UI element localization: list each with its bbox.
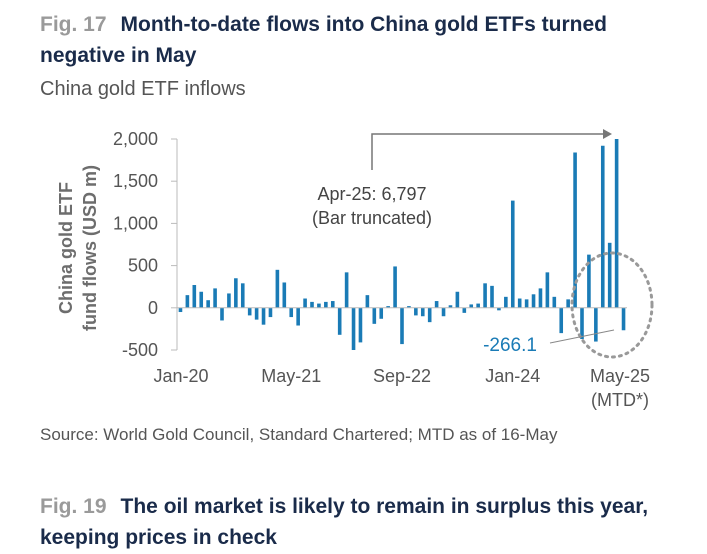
bar (517, 298, 522, 308)
bar (386, 306, 390, 308)
bar (372, 307, 377, 324)
bar (227, 293, 231, 308)
mtd-callout-leader (549, 329, 615, 344)
bar (282, 282, 287, 308)
bar (379, 307, 384, 319)
mtd-highlight-circle (570, 251, 654, 359)
bar (566, 299, 570, 308)
bar (587, 254, 591, 308)
bar (206, 300, 210, 308)
x-tick-label: May-21 (261, 366, 321, 386)
bar (414, 307, 418, 316)
y-tick-label: 2,000 (113, 129, 158, 149)
y-axis-title-line1: China gold ETF (56, 182, 76, 314)
bar (510, 200, 515, 308)
bar (234, 278, 238, 308)
bar (462, 307, 467, 313)
y-axis-title-line2: fund flows (USD m) (80, 165, 100, 331)
y-tick-label: 500 (128, 256, 158, 276)
bar (441, 307, 446, 317)
bar (358, 307, 363, 343)
bar (310, 301, 314, 308)
x-tick-label: Jan-24 (485, 366, 540, 386)
bar (497, 307, 501, 311)
bar (317, 303, 321, 308)
bar (393, 266, 397, 308)
bar (448, 305, 453, 308)
bar (483, 283, 487, 308)
bar (476, 303, 480, 308)
source-note: Source: World Gold Council, Standard Cha… (40, 425, 558, 444)
bar (552, 296, 557, 308)
x-tick-sublabel: (MTD*) (591, 390, 649, 410)
bar (427, 307, 432, 323)
y-tick-label: 1,000 (113, 213, 158, 233)
bar (600, 145, 605, 308)
bar (573, 152, 577, 308)
bar (268, 307, 273, 318)
bar (337, 307, 342, 335)
bar (365, 295, 370, 308)
bar (289, 307, 294, 318)
annotation-apr25-line1: Apr-25: 6,797 (317, 184, 426, 204)
bar (580, 307, 584, 340)
bar (351, 307, 356, 350)
bar (344, 272, 349, 308)
next-figure-number: Fig. 19 (40, 495, 107, 518)
bar (400, 307, 404, 345)
annotation-apr25-line2: (Bar truncated) (312, 208, 432, 228)
bar (545, 272, 550, 308)
bar (434, 301, 439, 308)
bar (178, 307, 183, 313)
x-tick-label: Jan-20 (153, 366, 208, 386)
next-figure-title: The oil market is likely to remain in su… (40, 495, 649, 549)
bar (185, 295, 190, 308)
bar (240, 283, 245, 308)
bar (261, 307, 266, 325)
bar (490, 285, 494, 308)
bar (192, 285, 197, 308)
y-tick-label: 0 (148, 298, 158, 318)
bar (524, 299, 529, 308)
bars-group (178, 139, 626, 350)
next-figure-title-block: Fig. 19 The oil market is likely to remai… (40, 492, 700, 554)
bar (607, 242, 612, 308)
bar (247, 307, 252, 316)
bar (254, 307, 259, 320)
bar-chart: -500 0 500 1,000 1,500 2,000 Jan-20 May-21 Sep-… (56, 129, 654, 410)
bar (220, 307, 224, 321)
x-tick-label: May-25 (590, 366, 650, 386)
bar (275, 269, 280, 308)
y-tick-label: -500 (122, 340, 158, 360)
x-axis-labels: Jan-20 May-21 Sep-22 Jan-24 May-25 (MTD*) (153, 366, 650, 410)
bar (407, 306, 411, 308)
bar (469, 304, 474, 308)
bar (538, 288, 543, 308)
bar (199, 291, 204, 308)
y-axis-labels: -500 0 500 1,000 1,500 2,000 (113, 129, 158, 360)
bar (621, 307, 626, 331)
x-tick-label: Sep-22 (373, 366, 431, 386)
y-axis-ticks (171, 138, 177, 351)
bar (420, 307, 425, 317)
figure-title-block: Fig. 17 Month-to-date flows into China go… (40, 10, 680, 72)
bar (296, 307, 300, 326)
mtd-value-label: -266.1 (483, 335, 537, 356)
truncation-arrow (371, 129, 612, 170)
bar (614, 139, 619, 308)
figure-title: Month-to-date flows into China gold ETFs… (40, 13, 607, 67)
bar (213, 288, 217, 308)
bar (455, 291, 460, 308)
y-tick-label: 1,500 (113, 171, 158, 191)
bar (594, 307, 598, 342)
bar (330, 301, 335, 308)
chart-subtitle: China gold ETF inflows (40, 78, 246, 100)
bar (324, 301, 328, 308)
bar (559, 307, 564, 334)
figure-number: Fig. 17 (40, 13, 107, 36)
bar (303, 298, 307, 308)
bar (504, 296, 508, 308)
bar (531, 294, 536, 308)
